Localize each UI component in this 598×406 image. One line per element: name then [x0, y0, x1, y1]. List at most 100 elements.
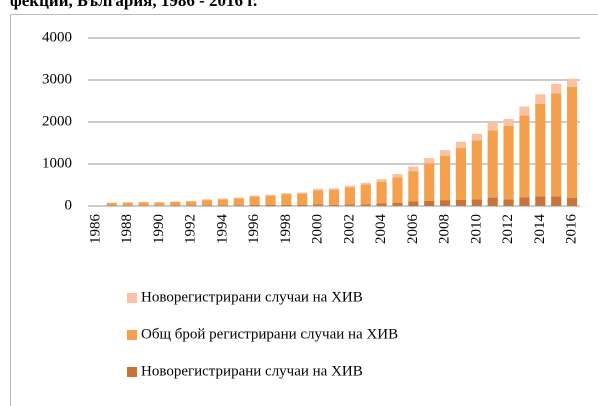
bar-segment	[535, 94, 546, 104]
bar-segment	[519, 115, 530, 198]
bar-segment	[328, 189, 340, 205]
bar-segment	[535, 196, 546, 206]
bar-segment	[265, 195, 276, 205]
bar-segment	[503, 119, 514, 126]
bar-segment	[376, 203, 387, 206]
x-tick-label: 1988	[119, 214, 135, 244]
bar-segment	[392, 177, 403, 203]
bar-segment	[519, 197, 530, 206]
y-tick-label: 4000	[42, 29, 72, 45]
x-tick-label: 1992	[183, 214, 199, 244]
bar-segment	[376, 179, 387, 182]
legend-swatch	[127, 330, 137, 340]
y-tick-label: 0	[65, 197, 73, 213]
chart-title: фекции, България, 1986 - 2016 г.	[10, 0, 257, 10]
x-tick-label: 1998	[278, 214, 294, 244]
bar-segment	[201, 199, 213, 201]
bar-segment	[313, 204, 324, 206]
bar-segment	[281, 204, 292, 206]
bar-segment	[408, 171, 419, 202]
bar-segment	[233, 198, 244, 206]
bar-segment	[440, 156, 451, 201]
bar-segment	[440, 150, 451, 157]
bar-segment	[328, 204, 340, 206]
bar-segment	[170, 201, 181, 206]
bar-segment	[122, 202, 133, 206]
bar-segment	[471, 199, 482, 206]
bar-segment	[424, 158, 435, 164]
bar-segment	[328, 188, 340, 190]
bar-segment	[551, 83, 562, 94]
bar-segment	[106, 203, 117, 206]
legend-swatch	[127, 293, 137, 303]
x-tick-label: 2012	[500, 214, 516, 244]
bar-segment	[249, 196, 260, 205]
bar-segment	[487, 130, 498, 198]
bar-segment	[297, 192, 308, 194]
x-tick-label: 2016	[564, 214, 580, 245]
bar-segment	[424, 200, 435, 206]
bar-segment	[217, 198, 228, 200]
legend-label: Новорегистрирани случаи на ХИВ	[141, 289, 363, 305]
legend-label: Новорегистрирани случаи на ХИВ	[141, 363, 363, 379]
bar-segment	[566, 198, 578, 206]
bar-segment	[217, 199, 228, 206]
x-tick-label: 1986	[87, 214, 103, 245]
bar-segment	[249, 195, 260, 197]
bar-segment	[281, 194, 292, 205]
bar-segment	[408, 201, 419, 206]
x-tick-label: 2006	[405, 214, 421, 245]
bar-segment	[344, 185, 355, 188]
bar-segment	[313, 190, 324, 205]
bar-segment	[344, 204, 355, 206]
bar-segment	[535, 103, 546, 197]
x-tick-label: 2014	[532, 214, 548, 245]
x-tick-label: 2004	[373, 214, 389, 245]
x-tick-label: 2010	[468, 214, 484, 244]
bar-segment	[265, 204, 276, 206]
bar-segment	[487, 122, 498, 131]
bar-segment	[471, 140, 482, 200]
x-tick-label: 2000	[310, 214, 326, 244]
bar-segment	[471, 133, 482, 141]
bar-segment	[455, 141, 467, 149]
bar-segment	[503, 199, 514, 206]
y-tick-label: 1000	[42, 155, 72, 171]
bar-segment	[440, 200, 451, 206]
bar-segment	[249, 204, 260, 206]
bar-segment	[297, 204, 308, 206]
bar-segment	[551, 93, 562, 197]
bar-segment	[233, 205, 244, 206]
bar-segment	[201, 200, 213, 206]
bar-segment	[281, 192, 292, 195]
legend-label: Общ брой регистрирани случаи на ХИВ	[141, 326, 398, 342]
bar-segment	[392, 174, 403, 178]
y-tick-label: 2000	[42, 113, 72, 129]
x-tick-label: 1994	[214, 214, 230, 245]
bar-segment	[455, 148, 467, 200]
bar-segment	[344, 187, 355, 205]
bar-segment	[217, 205, 228, 206]
bar-segment	[392, 202, 403, 206]
bar-segment	[186, 201, 197, 206]
bar-segment	[376, 181, 387, 204]
bar-segment	[424, 163, 435, 201]
bar-segment	[313, 188, 324, 191]
x-tick-label: 2002	[341, 214, 357, 244]
x-tick-label: 1990	[151, 214, 167, 244]
bar-segment	[566, 78, 578, 87]
bar-segment	[519, 106, 530, 116]
bar-segment	[265, 194, 276, 196]
x-tick-label: 2008	[437, 214, 453, 244]
x-tick-label: 1996	[246, 213, 262, 244]
bar-segment	[551, 196, 562, 206]
bar-segment	[138, 202, 149, 206]
bar-segment	[503, 125, 514, 200]
bar-segment	[297, 193, 308, 205]
bar-segment	[360, 184, 371, 205]
bar-segment	[233, 197, 244, 199]
bar-segment	[360, 182, 371, 185]
bar-segment	[455, 199, 467, 206]
bar-segment	[360, 204, 371, 206]
